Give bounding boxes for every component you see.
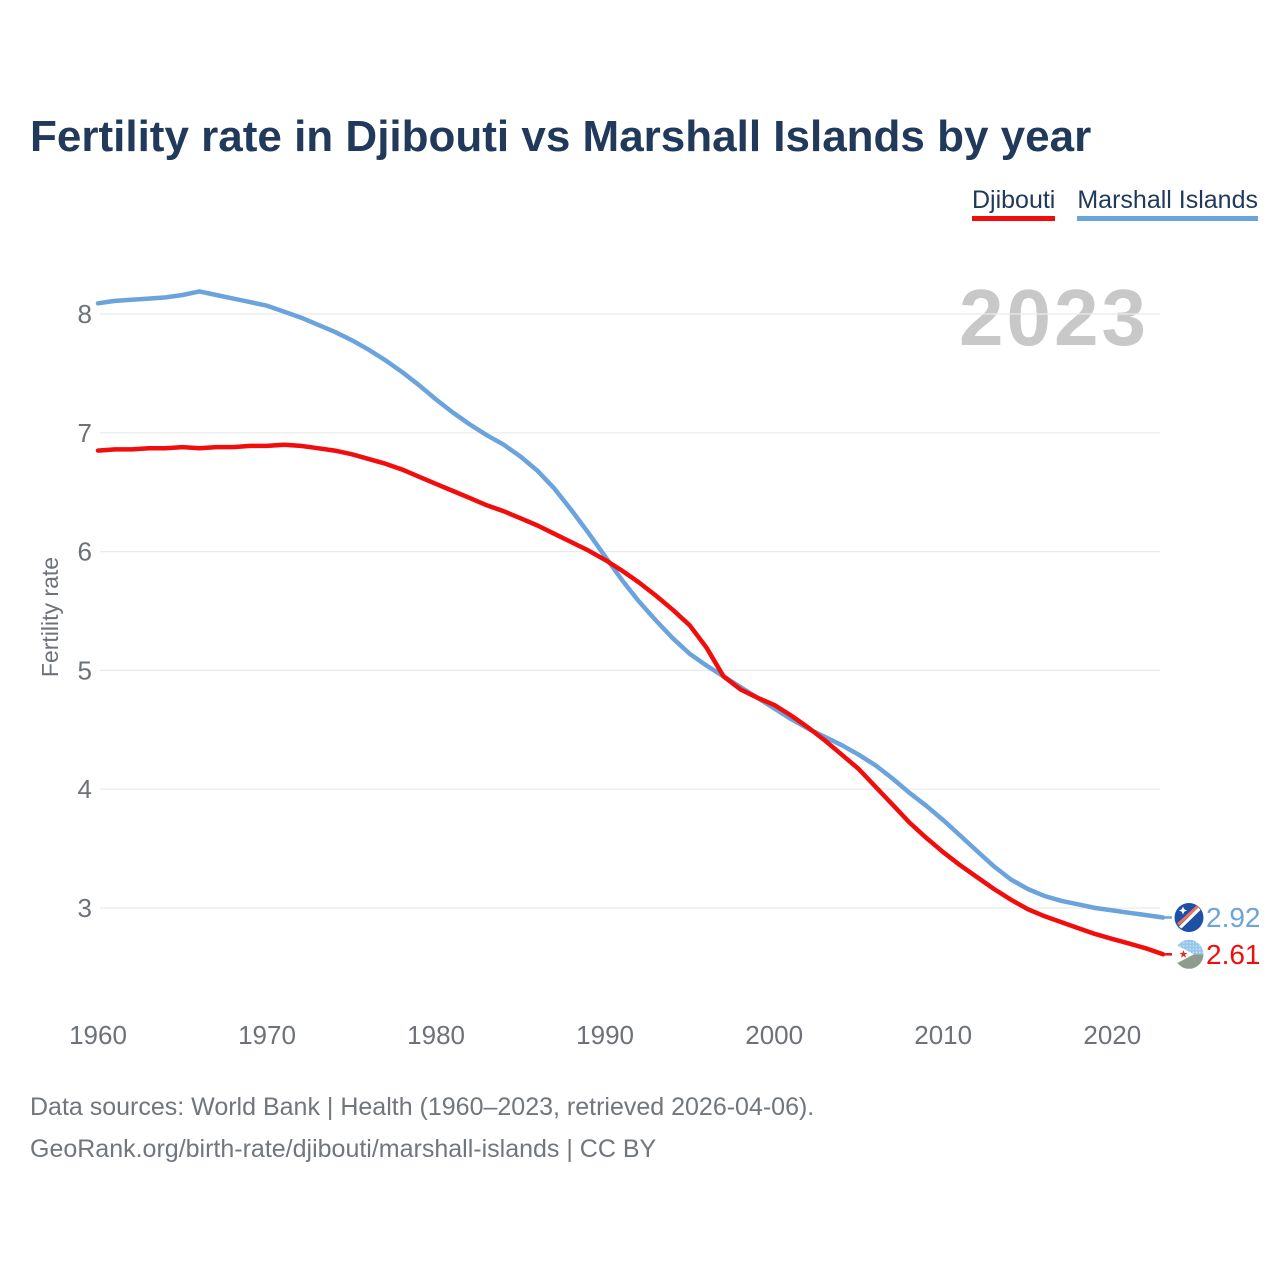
y-axis-ticks: 3 4 5 6 7 8 (78, 299, 92, 923)
legend-item-djibouti[interactable]: Djibouti (971, 186, 1056, 221)
line-djibouti (95, 442, 1166, 957)
marshall-islands-flag-icon (1174, 903, 1204, 932)
legend-label-djibouti: Djibouti (971, 186, 1056, 214)
watermark-year: 2023 (959, 273, 1149, 362)
djibouti-flag-icon (1174, 939, 1204, 969)
y-tick-label: 8 (78, 299, 92, 329)
x-axis-ticks: 1960 1970 1980 1990 2000 2010 2020 (69, 1020, 1141, 1050)
y-tick-label: 5 (78, 655, 92, 685)
y-axis-title: Fertility rate (37, 557, 63, 677)
line-marshall-islands (95, 289, 1166, 920)
y-tick-label: 3 (78, 893, 92, 923)
y-tick-label: 7 (78, 418, 92, 448)
end-value-marshall-islands: 2.92 (1206, 902, 1261, 933)
x-tick-label: 1970 (238, 1020, 296, 1050)
x-tick-label: 2020 (1083, 1020, 1141, 1050)
x-tick-label: 2000 (745, 1020, 803, 1050)
page-title: Fertility rate in Djibouti vs Marshall I… (30, 112, 1092, 161)
footer-attribution: GeoRank.org/birth-rate/djibouti/marshall… (30, 1135, 657, 1163)
x-tick-label: 1990 (576, 1020, 634, 1050)
series-lines: 2.92 2.61 (95, 289, 1261, 970)
footer-data-sources: Data sources: World Bank | Health (1960–… (30, 1093, 815, 1121)
end-value-djibouti: 2.61 (1206, 939, 1261, 970)
y-tick-label: 6 (78, 537, 92, 567)
legend-label-marshall-islands: Marshall Islands (1077, 186, 1258, 214)
legend: Djibouti Marshall Islands (971, 186, 1258, 221)
x-tick-label: 2010 (914, 1020, 972, 1050)
legend-item-marshall-islands[interactable]: Marshall Islands (1077, 188, 1258, 221)
gridlines (100, 313, 1160, 909)
x-tick-label: 1960 (69, 1020, 127, 1050)
y-tick-label: 4 (78, 774, 92, 804)
x-tick-label: 1980 (407, 1020, 465, 1050)
